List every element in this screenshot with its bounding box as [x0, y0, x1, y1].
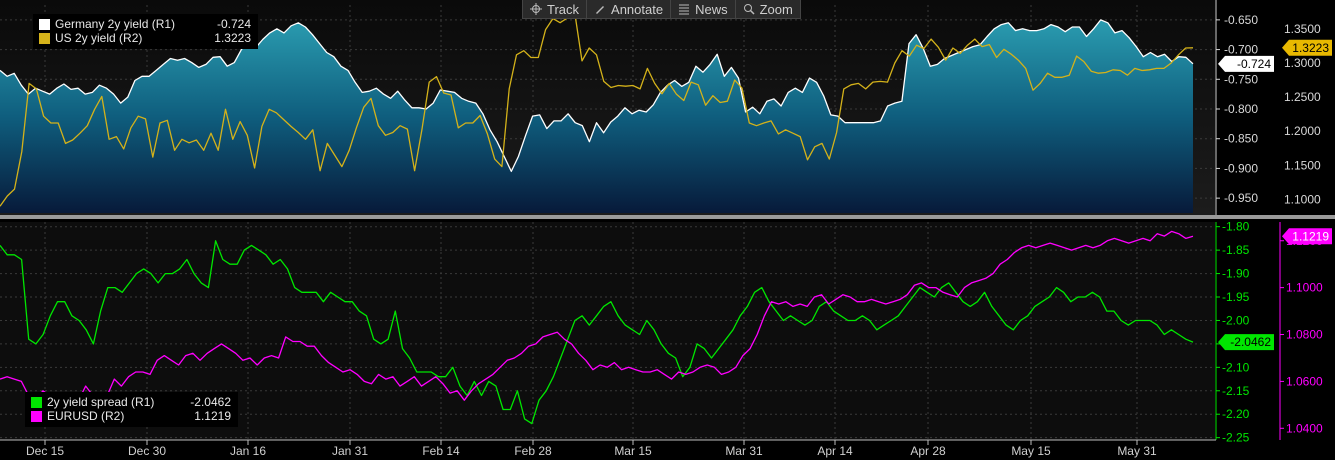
- toolbar-label: Track: [547, 1, 580, 17]
- r1-tick-label: -0.700: [1224, 43, 1258, 57]
- legend-value: 1.1219: [194, 409, 231, 423]
- x-tick-label: Dec 30: [128, 444, 166, 458]
- r2-tick-label: 1.2000: [1284, 124, 1321, 138]
- r1-tick-label: -2.25: [1222, 431, 1250, 445]
- r1-tick-label: -1.95: [1222, 290, 1250, 304]
- r1-tick-label: -2.15: [1222, 384, 1250, 398]
- r2-tick-label: 1.3000: [1284, 56, 1321, 70]
- legend-entry[interactable]: US 2y yield (R2) 1.3223: [39, 31, 251, 45]
- r1-tick-label: -2.20: [1222, 407, 1250, 421]
- legend-swatch: [39, 32, 50, 44]
- last-value-label: 1.1219: [1292, 229, 1329, 243]
- legend-swatch: [39, 18, 50, 30]
- toolbar-annotate-button[interactable]: Annotate: [587, 0, 672, 18]
- x-tick-label: Jan 16: [230, 444, 266, 458]
- toolbar-label: Zoom: [759, 1, 793, 17]
- x-tick-label: Feb 14: [422, 444, 460, 458]
- panel-divider[interactable]: [0, 215, 1335, 219]
- eurusd-r2-line: [0, 230, 1194, 404]
- last-value-label: 1.3223: [1292, 41, 1329, 55]
- r2-tick-label: 1.3500: [1284, 22, 1321, 36]
- r2-tick-label: 1.1000: [1286, 281, 1323, 295]
- legend-label: EURUSD (R2): [47, 409, 125, 423]
- legend-entry[interactable]: EURUSD (R2) 1.1219: [31, 409, 231, 423]
- germany-2y-yield-r1-area: [0, 19, 1193, 214]
- r2-tick-label: 1.0800: [1286, 328, 1323, 342]
- us-2y-yield-r2-line: [0, 11, 1194, 207]
- legend-value: -2.0462: [190, 395, 231, 409]
- legend-swatch: [31, 396, 42, 408]
- x-tick-label: Jan 31: [332, 444, 368, 458]
- legend-value: 1.3223: [214, 31, 251, 45]
- legend-label: 2y yield spread (R1): [47, 395, 155, 409]
- r2-tick-label: 1.1000: [1284, 192, 1321, 206]
- x-tick-label: May 31: [1117, 444, 1157, 458]
- pencil-icon: [594, 3, 606, 15]
- legend-entry[interactable]: Germany 2y yield (R1) -0.724: [39, 17, 251, 31]
- r1-tick-label: -1.80: [1222, 220, 1250, 234]
- r1-tick-label: -1.90: [1222, 267, 1250, 281]
- last-value-tag: [1282, 228, 1332, 245]
- legend-entry[interactable]: 2y yield spread (R1) -2.0462: [31, 395, 231, 409]
- chart-toolbar: Track Annotate News Zoom: [522, 0, 801, 19]
- legend-label: US 2y yield (R2): [55, 31, 143, 45]
- x-tick-label: Feb 28: [514, 444, 552, 458]
- r1-tick-label: -2.10: [1222, 360, 1250, 374]
- r2-tick-label: 1.1500: [1284, 158, 1321, 172]
- r2-tick-label: 1.2500: [1284, 90, 1321, 104]
- x-tick-label: Mar 31: [725, 444, 763, 458]
- r1-tick-label: -0.650: [1224, 13, 1258, 27]
- legend-label: Germany 2y yield (R1): [55, 17, 176, 31]
- legend-value: -0.724: [216, 17, 251, 31]
- x-tick-label: May 15: [1011, 444, 1051, 458]
- legend-swatch: [31, 410, 42, 422]
- last-value-label: -2.0462: [1230, 335, 1271, 349]
- last-value-tag: [1282, 39, 1332, 56]
- r1-tick-label: -0.850: [1224, 132, 1258, 146]
- r1-tick-label: -0.800: [1224, 102, 1258, 116]
- last-value-tag: [1218, 334, 1274, 351]
- toolbar-news-button[interactable]: News: [671, 0, 736, 18]
- toolbar-track-button[interactable]: Track: [523, 0, 588, 18]
- r1-tick-label: -2.00: [1222, 313, 1250, 327]
- toolbar-label: News: [695, 1, 728, 17]
- r1-tick-label: -1.85: [1222, 243, 1250, 257]
- x-tick-label: Apr 14: [817, 444, 853, 458]
- toolbar-label: Annotate: [611, 1, 664, 17]
- news-icon: [678, 3, 690, 15]
- toolbar-zoom-button[interactable]: Zoom: [736, 0, 800, 18]
- bottom-legend: 2y yield spread (R1) -2.0462 EURUSD (R2) 1.…: [25, 392, 238, 427]
- crosshair-icon: [530, 3, 542, 15]
- last-value-label: -0.724: [1237, 57, 1271, 71]
- top-legend: Germany 2y yield (R1) -0.724 US 2y yield (…: [33, 14, 258, 49]
- zoom-icon: [743, 3, 755, 15]
- x-tick-label: Apr 28: [910, 444, 946, 458]
- germany-2y-yield-r1-line: [0, 19, 1194, 173]
- r2-tick-label: 1.0600: [1286, 374, 1323, 388]
- r1-tick-label: -0.950: [1224, 191, 1258, 205]
- x-tick-label: Mar 15: [614, 444, 652, 458]
- last-value-tag: [1218, 55, 1274, 72]
- x-tick-label: Dec 15: [26, 444, 64, 458]
- r1-tick-label: -0.900: [1224, 161, 1258, 175]
- 2y-yield-spread-r1-line: [0, 240, 1194, 425]
- r2-tick-label: 1.0400: [1286, 421, 1323, 435]
- r1-tick-label: -0.750: [1224, 72, 1258, 86]
